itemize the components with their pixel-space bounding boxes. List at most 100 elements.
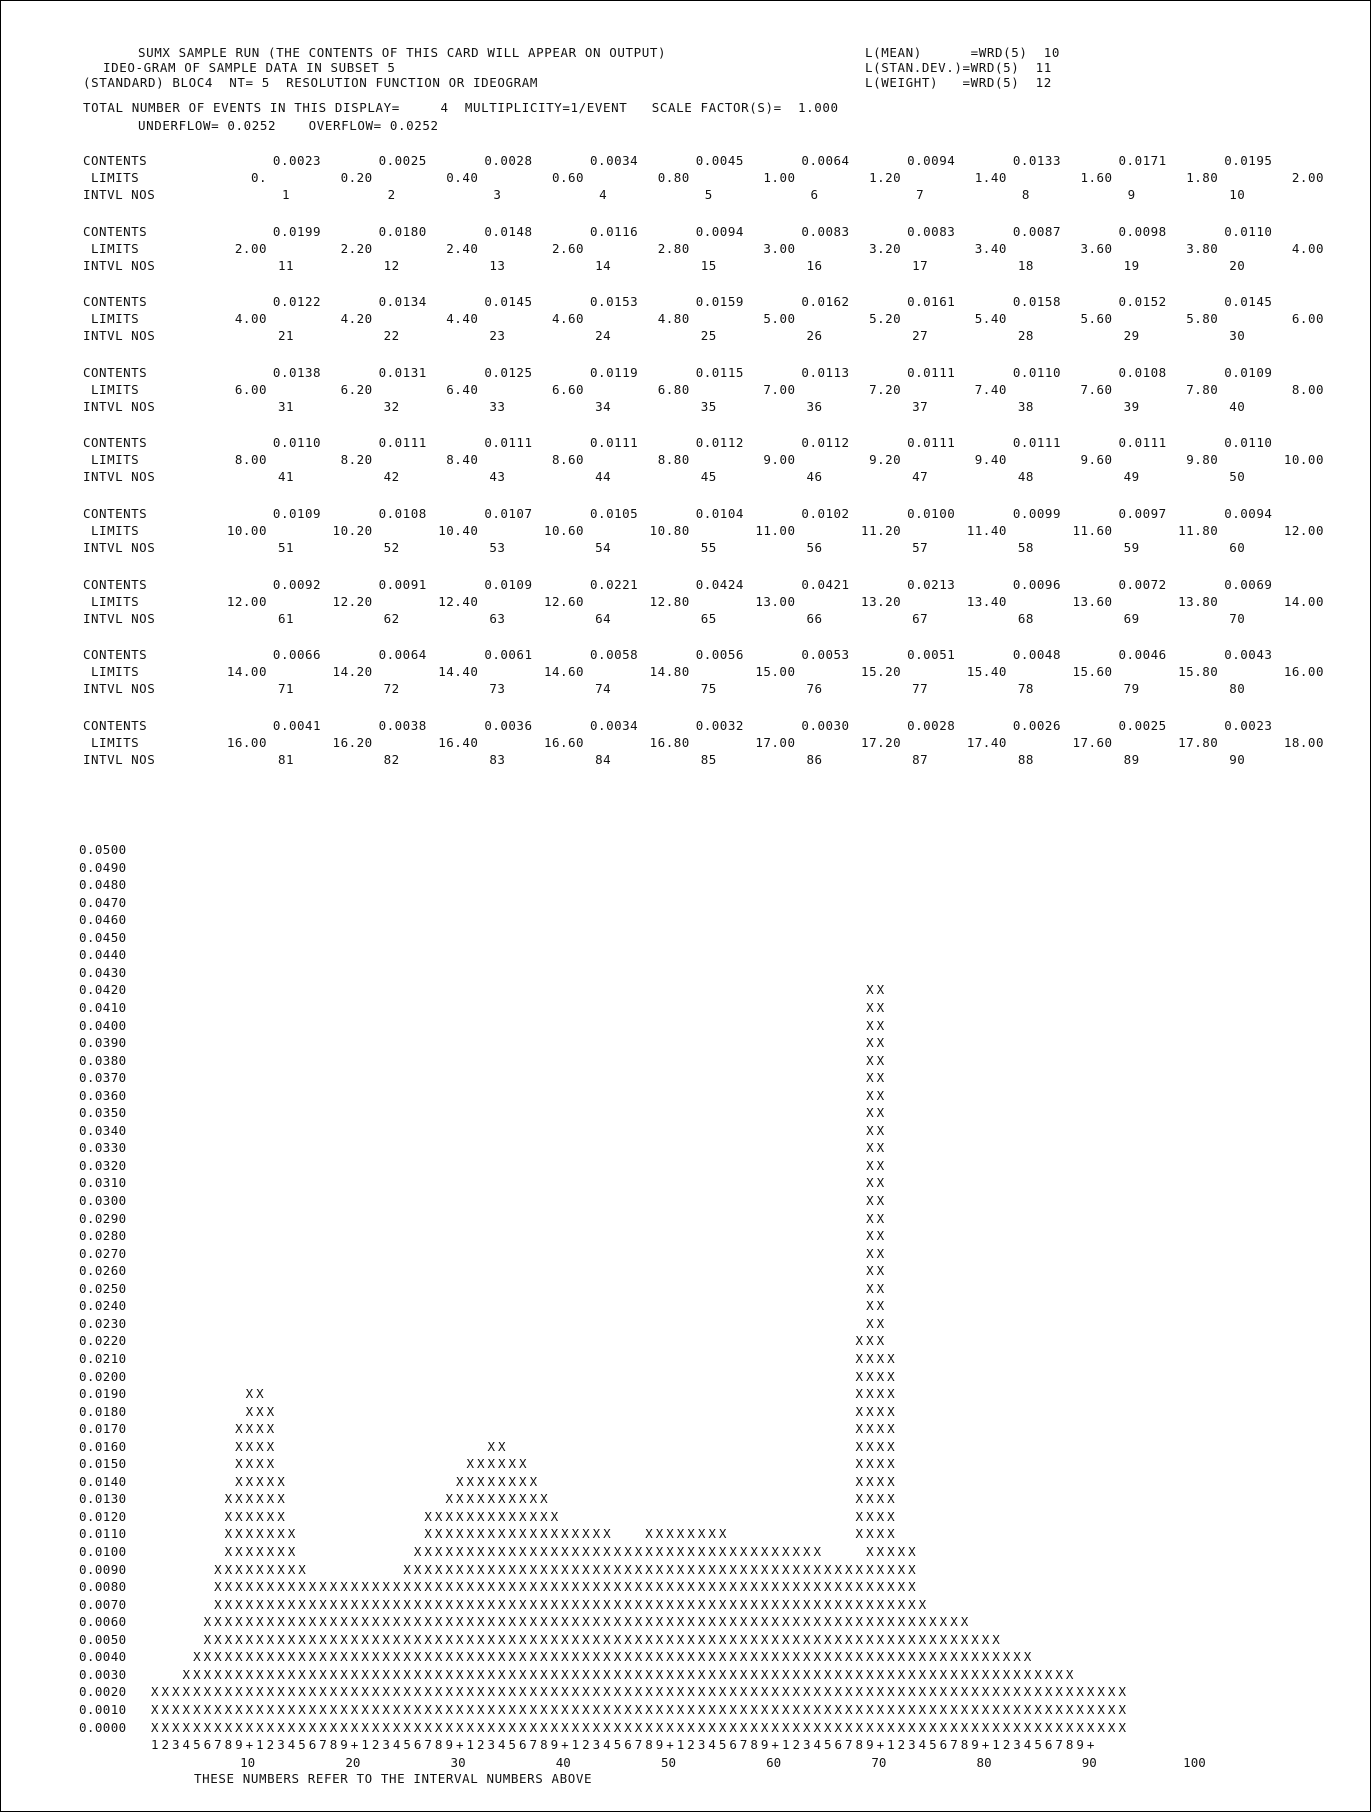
limit-value: 2.60 bbox=[551, 240, 585, 256]
limit-value: 11.20 bbox=[861, 523, 902, 538]
limit-value: 3.60 bbox=[1080, 240, 1113, 256]
limits-label: LIMITS bbox=[83, 381, 140, 397]
contents-value: 0.0119 bbox=[590, 364, 639, 380]
limit-value: 8.20 bbox=[340, 452, 373, 468]
interval-number: 10 bbox=[1229, 187, 1246, 202]
interval-number: 32 bbox=[383, 398, 400, 414]
y-axis-label: 0.0450 bbox=[79, 929, 127, 945]
interval-label: INTVL NOS bbox=[83, 328, 156, 344]
interval-number: 11 bbox=[277, 257, 295, 273]
contents-value: 0.0109 bbox=[272, 506, 322, 521]
limit-value: 0.20 bbox=[340, 170, 373, 185]
interval-number: 78 bbox=[1017, 681, 1034, 697]
limit-value: 6.80 bbox=[657, 381, 690, 397]
y-axis-label: 0.0490 bbox=[79, 859, 127, 875]
interval-number: 45 bbox=[700, 469, 717, 485]
x-axis-tick: 40 bbox=[555, 1755, 571, 1771]
limit-value: 1.60 bbox=[1080, 170, 1113, 185]
interval-number: 47 bbox=[912, 469, 929, 485]
contents-value: 0.0199 bbox=[272, 223, 322, 239]
y-axis-label: 0.0180 bbox=[79, 1403, 127, 1419]
y-axis-label: 0.0350 bbox=[79, 1105, 127, 1121]
interval-label: INTVL NOS bbox=[83, 681, 156, 697]
contents-label: CONTENTS bbox=[83, 153, 148, 168]
contents-value: 0.0195 bbox=[1224, 153, 1273, 168]
interval-number: 33 bbox=[489, 398, 506, 414]
contents-value: 0.0094 bbox=[907, 153, 956, 168]
histogram-bar-row: XX bbox=[151, 1157, 888, 1173]
contents-label: CONTENTS bbox=[83, 717, 148, 733]
interval-number: 5 bbox=[704, 187, 713, 202]
contents-value: 0.0030 bbox=[801, 717, 850, 733]
x-axis-tick: 100 bbox=[1183, 1755, 1206, 1771]
x-axis-tick: 10 bbox=[240, 1755, 256, 1771]
limit-value: 17.60 bbox=[1072, 734, 1113, 750]
contents-value: 0.0058 bbox=[590, 647, 639, 663]
limit-value: 10.20 bbox=[332, 523, 373, 538]
contents-value: 0.0038 bbox=[378, 717, 427, 733]
limit-value: 8.80 bbox=[657, 452, 690, 468]
limit-value: 10.00 bbox=[1283, 452, 1324, 468]
interval-number: 19 bbox=[1123, 257, 1140, 273]
y-axis-label: 0.0420 bbox=[79, 982, 127, 998]
contents-value: 0.0110 bbox=[1224, 223, 1273, 239]
contents-value: 0.0145 bbox=[484, 294, 533, 310]
limit-value: 1.40 bbox=[974, 170, 1007, 185]
histogram-bar-row: XX bbox=[151, 1087, 888, 1103]
limit-value: 11.00 bbox=[755, 523, 796, 538]
interval-number: 39 bbox=[1123, 398, 1140, 414]
event-summary: TOTAL NUMBER OF EVENTS IN THIS DISPLAY= … bbox=[83, 100, 839, 115]
interval-label: INTVL NOS bbox=[83, 187, 156, 202]
limit-value: 12.60 bbox=[543, 593, 585, 609]
interval-number: 29 bbox=[1123, 328, 1140, 344]
limit-value: 3.40 bbox=[974, 240, 1007, 256]
interval-number: 28 bbox=[1017, 328, 1034, 344]
limit-value: 5.20 bbox=[869, 311, 902, 327]
histogram-bar-row: XXXXXX XXXXXXXXXXXXX XXXX bbox=[151, 1508, 898, 1524]
contents-value: 0.0107 bbox=[484, 506, 533, 521]
y-axis-label: 0.0260 bbox=[79, 1263, 127, 1279]
y-axis-label: 0.0340 bbox=[79, 1122, 127, 1138]
run-title: SUMX SAMPLE RUN (THE CONTENTS OF THIS CA… bbox=[138, 45, 667, 60]
contents-value: 0.0051 bbox=[907, 647, 956, 663]
histogram-bar-row: XXXXXXX XXXXXXXXXXXXXXXXXX XXXXXXXX XXXX bbox=[151, 1526, 898, 1542]
interval-number: 17 bbox=[912, 257, 929, 273]
contents-value: 0.0102 bbox=[801, 506, 850, 521]
limits-label: LIMITS bbox=[83, 593, 140, 609]
limit-value: 4.80 bbox=[657, 311, 690, 327]
limit-value: 17.00 bbox=[755, 734, 796, 750]
limit-value: 9.80 bbox=[1186, 452, 1219, 468]
limit-value: 8.00 bbox=[234, 452, 267, 468]
contents-value: 0.0025 bbox=[1118, 717, 1167, 733]
interval-number: 79 bbox=[1123, 681, 1140, 697]
limit-value: 9.60 bbox=[1080, 452, 1113, 468]
contents-value: 0.0111 bbox=[378, 435, 427, 451]
interval-label: INTVL NOS bbox=[83, 751, 156, 767]
histogram-bar-row: XXXXXXX XXXXXXXXXXXXXXXXXXXXXXXXXXXXXXXX… bbox=[151, 1544, 919, 1559]
interval-number: 53 bbox=[489, 540, 506, 555]
histogram-bar-row: XXXX XXXXXX XXXX bbox=[151, 1456, 898, 1472]
contents-value: 0.0026 bbox=[1012, 717, 1061, 733]
contents-label: CONTENTS bbox=[83, 294, 148, 310]
interval-number: 76 bbox=[806, 681, 823, 697]
histogram-bar-row: XXXXXXXXXXXXXXXXXXXXXXXXXXXXXXXXXXXXXXXX… bbox=[151, 1719, 1129, 1735]
interval-number: 34 bbox=[595, 398, 612, 414]
histogram-bar-row: XXXXXXXXXXXXXXXXXXXXXXXXXXXXXXXXXXXXXXXX… bbox=[151, 1614, 972, 1630]
interval-number: 8 bbox=[1021, 187, 1030, 202]
limit-value: 9.40 bbox=[974, 452, 1007, 468]
interval-number: 38 bbox=[1017, 398, 1034, 414]
limit-value: 8.00 bbox=[1291, 381, 1324, 397]
stdev-spec: L(STAN.DEV.)=WRD(5) 11 bbox=[865, 60, 1052, 75]
y-axis-label: 0.0360 bbox=[79, 1087, 127, 1103]
contents-value: 0.0094 bbox=[695, 223, 744, 239]
limit-value: 11.40 bbox=[966, 523, 1007, 538]
histogram-bar-row: XXXXXXXXXXXXXXXXXXXXXXXXXXXXXXXXXXXXXXXX… bbox=[151, 1596, 930, 1612]
limit-value: 8.60 bbox=[551, 452, 585, 468]
interval-number: 37 bbox=[912, 398, 929, 414]
contents-value: 0.0424 bbox=[695, 576, 744, 592]
contents-value: 0.0083 bbox=[801, 223, 850, 239]
interval-number: 41 bbox=[277, 469, 295, 485]
interval-number: 26 bbox=[806, 328, 823, 344]
y-axis-label: 0.0230 bbox=[79, 1315, 127, 1331]
limit-value: 17.20 bbox=[861, 734, 902, 750]
